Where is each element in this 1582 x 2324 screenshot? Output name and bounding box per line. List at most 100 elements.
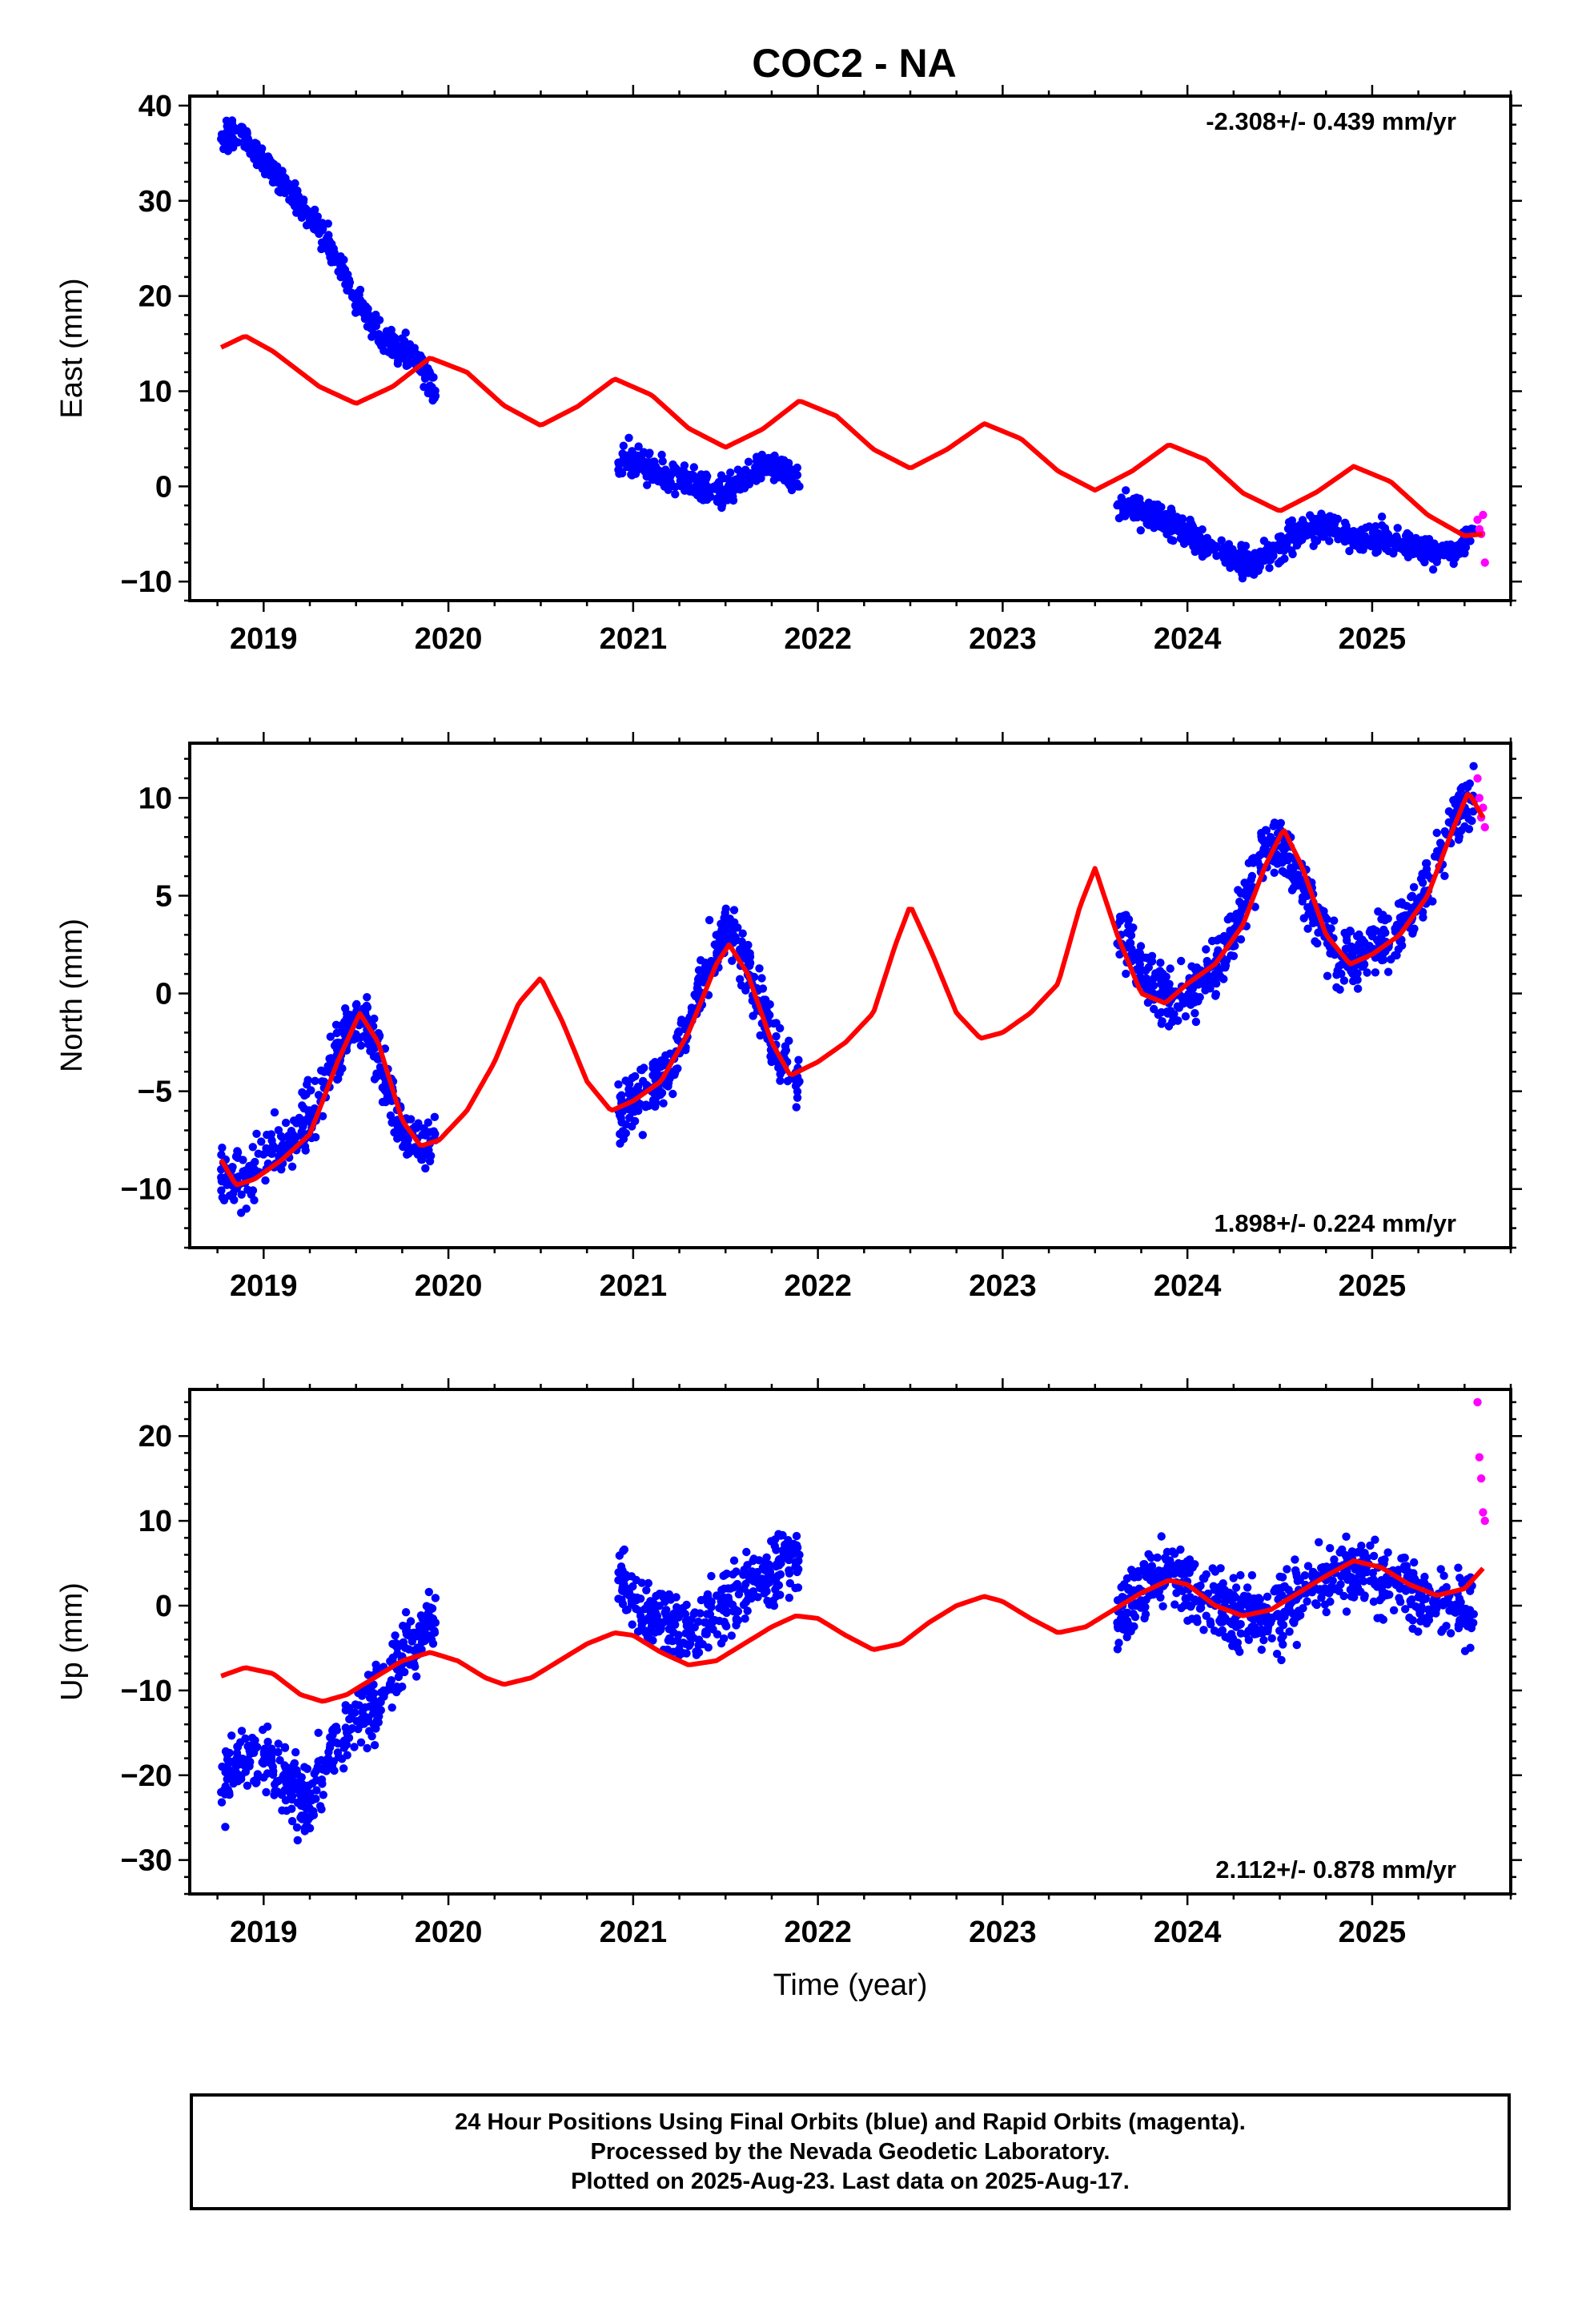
final-orbit-point <box>744 457 753 466</box>
final-orbit-point <box>673 1064 682 1073</box>
final-orbit-point <box>792 1531 801 1541</box>
y-tick-label: 5 <box>155 879 172 913</box>
x-tick-label: 2023 <box>969 622 1037 656</box>
x-tick-label: 2023 <box>969 1916 1037 1949</box>
final-orbit-point <box>1298 880 1307 889</box>
final-orbit-point <box>1270 868 1279 878</box>
x-tick-label: 2021 <box>600 1269 668 1303</box>
final-orbit-point <box>705 915 714 925</box>
data-points <box>217 116 1489 583</box>
final-orbit-point <box>1146 979 1155 988</box>
final-orbit-point <box>1216 1582 1225 1591</box>
x-tick-label: 2021 <box>600 622 668 656</box>
final-orbit-point <box>219 1196 229 1205</box>
final-orbit-point <box>1449 796 1458 805</box>
final-orbit-point <box>721 931 730 939</box>
final-orbit-point <box>643 480 652 489</box>
final-orbit-point <box>1164 520 1174 529</box>
x-tick-label: 2022 <box>784 622 852 656</box>
final-orbit-point <box>793 1093 802 1103</box>
final-orbit-point <box>1367 927 1375 936</box>
final-orbit-point <box>250 1776 259 1786</box>
final-orbit-point <box>286 1790 295 1799</box>
final-orbit-point <box>1317 1593 1326 1602</box>
final-orbit-point <box>795 482 804 491</box>
final-orbit-point <box>1303 924 1312 933</box>
final-orbit-point <box>424 1118 432 1127</box>
final-orbit-point <box>1295 1609 1304 1618</box>
final-orbit-point <box>1249 858 1258 867</box>
x-tick-label: 2022 <box>784 1269 852 1303</box>
final-orbit-point <box>659 1099 668 1108</box>
final-orbit-point <box>729 929 737 938</box>
final-orbit-point <box>268 1145 277 1155</box>
final-orbit-point <box>297 1128 306 1136</box>
y-axis-title: North (mm) <box>55 919 89 1072</box>
final-orbit-point <box>1237 541 1246 549</box>
final-orbit-point <box>1330 916 1339 925</box>
final-orbit-point <box>1312 537 1322 545</box>
final-orbit-point <box>757 974 766 983</box>
final-orbit-point <box>1303 1562 1313 1570</box>
final-orbit-point <box>1143 998 1153 1007</box>
final-orbit-point <box>287 1816 297 1826</box>
final-orbit-point <box>621 1076 630 1085</box>
final-orbit-point <box>413 1643 422 1652</box>
final-orbit-point <box>674 1027 683 1036</box>
final-orbit-point <box>369 1680 378 1689</box>
final-orbit-point <box>1359 542 1368 551</box>
final-orbit-point <box>745 961 754 971</box>
footer-line-1: 24 Hour Positions Using Final Orbits (bl… <box>455 2109 1246 2135</box>
final-orbit-point <box>1217 1614 1226 1622</box>
final-orbit-point <box>374 1704 383 1714</box>
final-orbit-point <box>1326 1597 1335 1606</box>
final-orbit-point <box>1153 1553 1162 1562</box>
final-orbit-point <box>341 1004 350 1013</box>
final-orbit-point <box>322 1767 331 1775</box>
final-orbit-point <box>1192 534 1201 543</box>
final-orbit-point <box>1322 1607 1331 1617</box>
final-orbit-point <box>1158 1017 1166 1026</box>
final-orbit-point <box>684 1626 693 1636</box>
final-orbit-point <box>1330 1555 1339 1564</box>
final-orbit-point <box>733 1616 743 1625</box>
x-tick-label: 2020 <box>415 622 483 656</box>
final-orbit-point <box>327 258 336 267</box>
final-orbit-point <box>1437 840 1446 849</box>
final-orbit-point <box>351 1031 360 1041</box>
final-orbit-point <box>1466 1643 1475 1652</box>
rapid-orbit-point <box>1473 1397 1482 1407</box>
final-orbit-point <box>777 1558 785 1568</box>
final-orbit-point <box>290 202 299 211</box>
final-orbit-point <box>622 1572 632 1582</box>
final-orbit-point <box>1177 1603 1186 1613</box>
final-orbit-point <box>1211 969 1220 979</box>
final-orbit-point <box>785 1594 793 1602</box>
final-orbit-point <box>1284 1601 1294 1610</box>
final-orbit-point <box>1196 1603 1206 1613</box>
final-orbit-point <box>1312 524 1322 533</box>
final-orbit-point <box>236 1738 245 1747</box>
final-orbit-point <box>428 1604 437 1613</box>
final-orbit-point <box>1432 852 1441 861</box>
final-orbit-point <box>1319 1562 1327 1572</box>
final-orbit-point <box>1182 534 1191 544</box>
final-orbit-point <box>1284 534 1294 543</box>
final-orbit-point <box>1419 913 1427 922</box>
final-orbit-point <box>1347 1592 1356 1601</box>
final-orbit-point <box>1415 1605 1423 1614</box>
final-orbit-point <box>391 1631 400 1640</box>
final-orbit-point <box>1347 948 1357 957</box>
final-orbit-point <box>648 1096 658 1105</box>
final-orbit-point <box>1356 1587 1365 1596</box>
final-orbit-point <box>674 1630 683 1639</box>
final-orbit-point <box>732 1581 741 1590</box>
final-orbit-point <box>371 1660 380 1669</box>
final-orbit-point <box>390 1640 399 1650</box>
final-orbit-point <box>1256 1618 1265 1626</box>
final-orbit-point <box>722 1569 731 1578</box>
final-orbit-point <box>1295 525 1304 534</box>
final-orbit-point <box>1276 818 1286 827</box>
final-orbit-point <box>765 1571 773 1580</box>
final-orbit-point <box>292 1766 301 1775</box>
